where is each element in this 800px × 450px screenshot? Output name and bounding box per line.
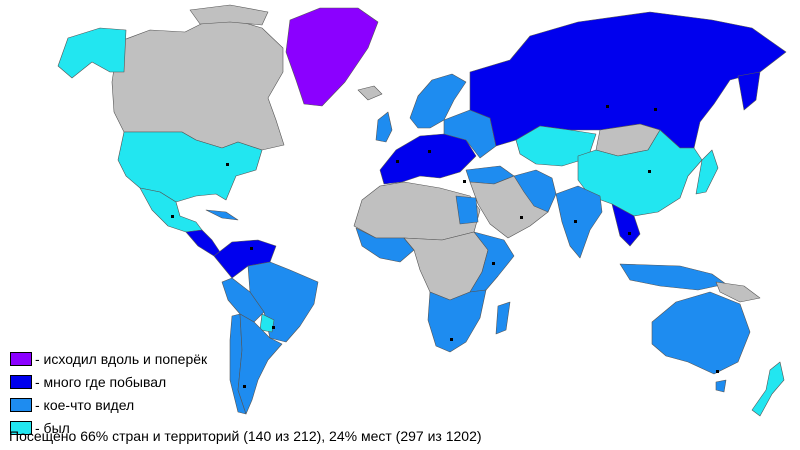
legend-item-many-places: - много где побывал <box>10 370 207 393</box>
legend-item-saw-something: - кое-что видел <box>10 393 207 416</box>
place-marker <box>272 326 275 329</box>
argentina <box>237 313 283 415</box>
cuba <box>205 209 239 221</box>
mexico <box>139 187 203 233</box>
legend-swatch <box>10 397 32 412</box>
place-marker <box>243 385 246 388</box>
legend-item-was: - был <box>10 416 207 439</box>
arctic-islands <box>189 4 269 26</box>
new-guinea <box>715 281 761 303</box>
australia <box>651 291 751 375</box>
place-marker <box>226 163 229 166</box>
south-america-north <box>213 239 277 279</box>
uk <box>375 111 393 143</box>
place-marker <box>716 370 719 373</box>
southern-africa <box>427 289 487 353</box>
west-africa <box>355 227 415 263</box>
place-marker <box>492 262 495 265</box>
place-marker <box>648 170 651 173</box>
legend-label: - кое-что видел <box>35 396 135 413</box>
place-marker <box>450 338 453 341</box>
alaska <box>57 27 127 79</box>
legend-label: - много где побывал <box>35 373 167 390</box>
peru-bolivia <box>221 277 265 323</box>
iran <box>513 169 557 213</box>
legend-swatch <box>10 351 32 366</box>
kamchatka <box>737 71 761 111</box>
indonesia <box>619 263 727 291</box>
central-america <box>185 229 221 257</box>
southeast-asia <box>611 203 641 247</box>
place-marker <box>463 180 466 183</box>
legend: - исходил вдоль и поперёк - много где по… <box>10 347 207 439</box>
place-marker <box>396 160 399 163</box>
legend-swatch <box>10 420 32 435</box>
new-zealand <box>751 361 785 417</box>
paraguay <box>259 313 275 333</box>
china <box>577 129 703 217</box>
legend-label: - исходил вдоль и поперёк <box>35 350 208 367</box>
place-markers <box>171 105 719 388</box>
place-marker <box>654 108 657 111</box>
egypt <box>455 195 479 225</box>
place-marker <box>574 220 577 223</box>
place-marker <box>520 216 523 219</box>
scandinavia <box>409 73 467 129</box>
western-europe <box>379 133 477 185</box>
place-marker <box>171 215 174 218</box>
legend-label: - был <box>35 419 70 436</box>
canada <box>111 19 285 151</box>
visit-summary: Посещено 66% стран и территорий (140 из … <box>9 428 482 444</box>
russia <box>469 11 787 149</box>
japan <box>695 149 719 195</box>
madagascar <box>495 301 511 335</box>
legend-item-crossed: - исходил вдоль и поперёк <box>10 347 207 370</box>
legend-swatch <box>10 374 32 389</box>
tasmania <box>715 379 727 393</box>
greenland <box>285 7 379 107</box>
place-marker <box>606 105 609 108</box>
iceland <box>357 85 383 101</box>
place-marker <box>250 247 253 250</box>
place-marker <box>428 150 431 153</box>
usa <box>117 131 263 203</box>
india <box>555 185 603 259</box>
place-marker <box>628 232 631 235</box>
